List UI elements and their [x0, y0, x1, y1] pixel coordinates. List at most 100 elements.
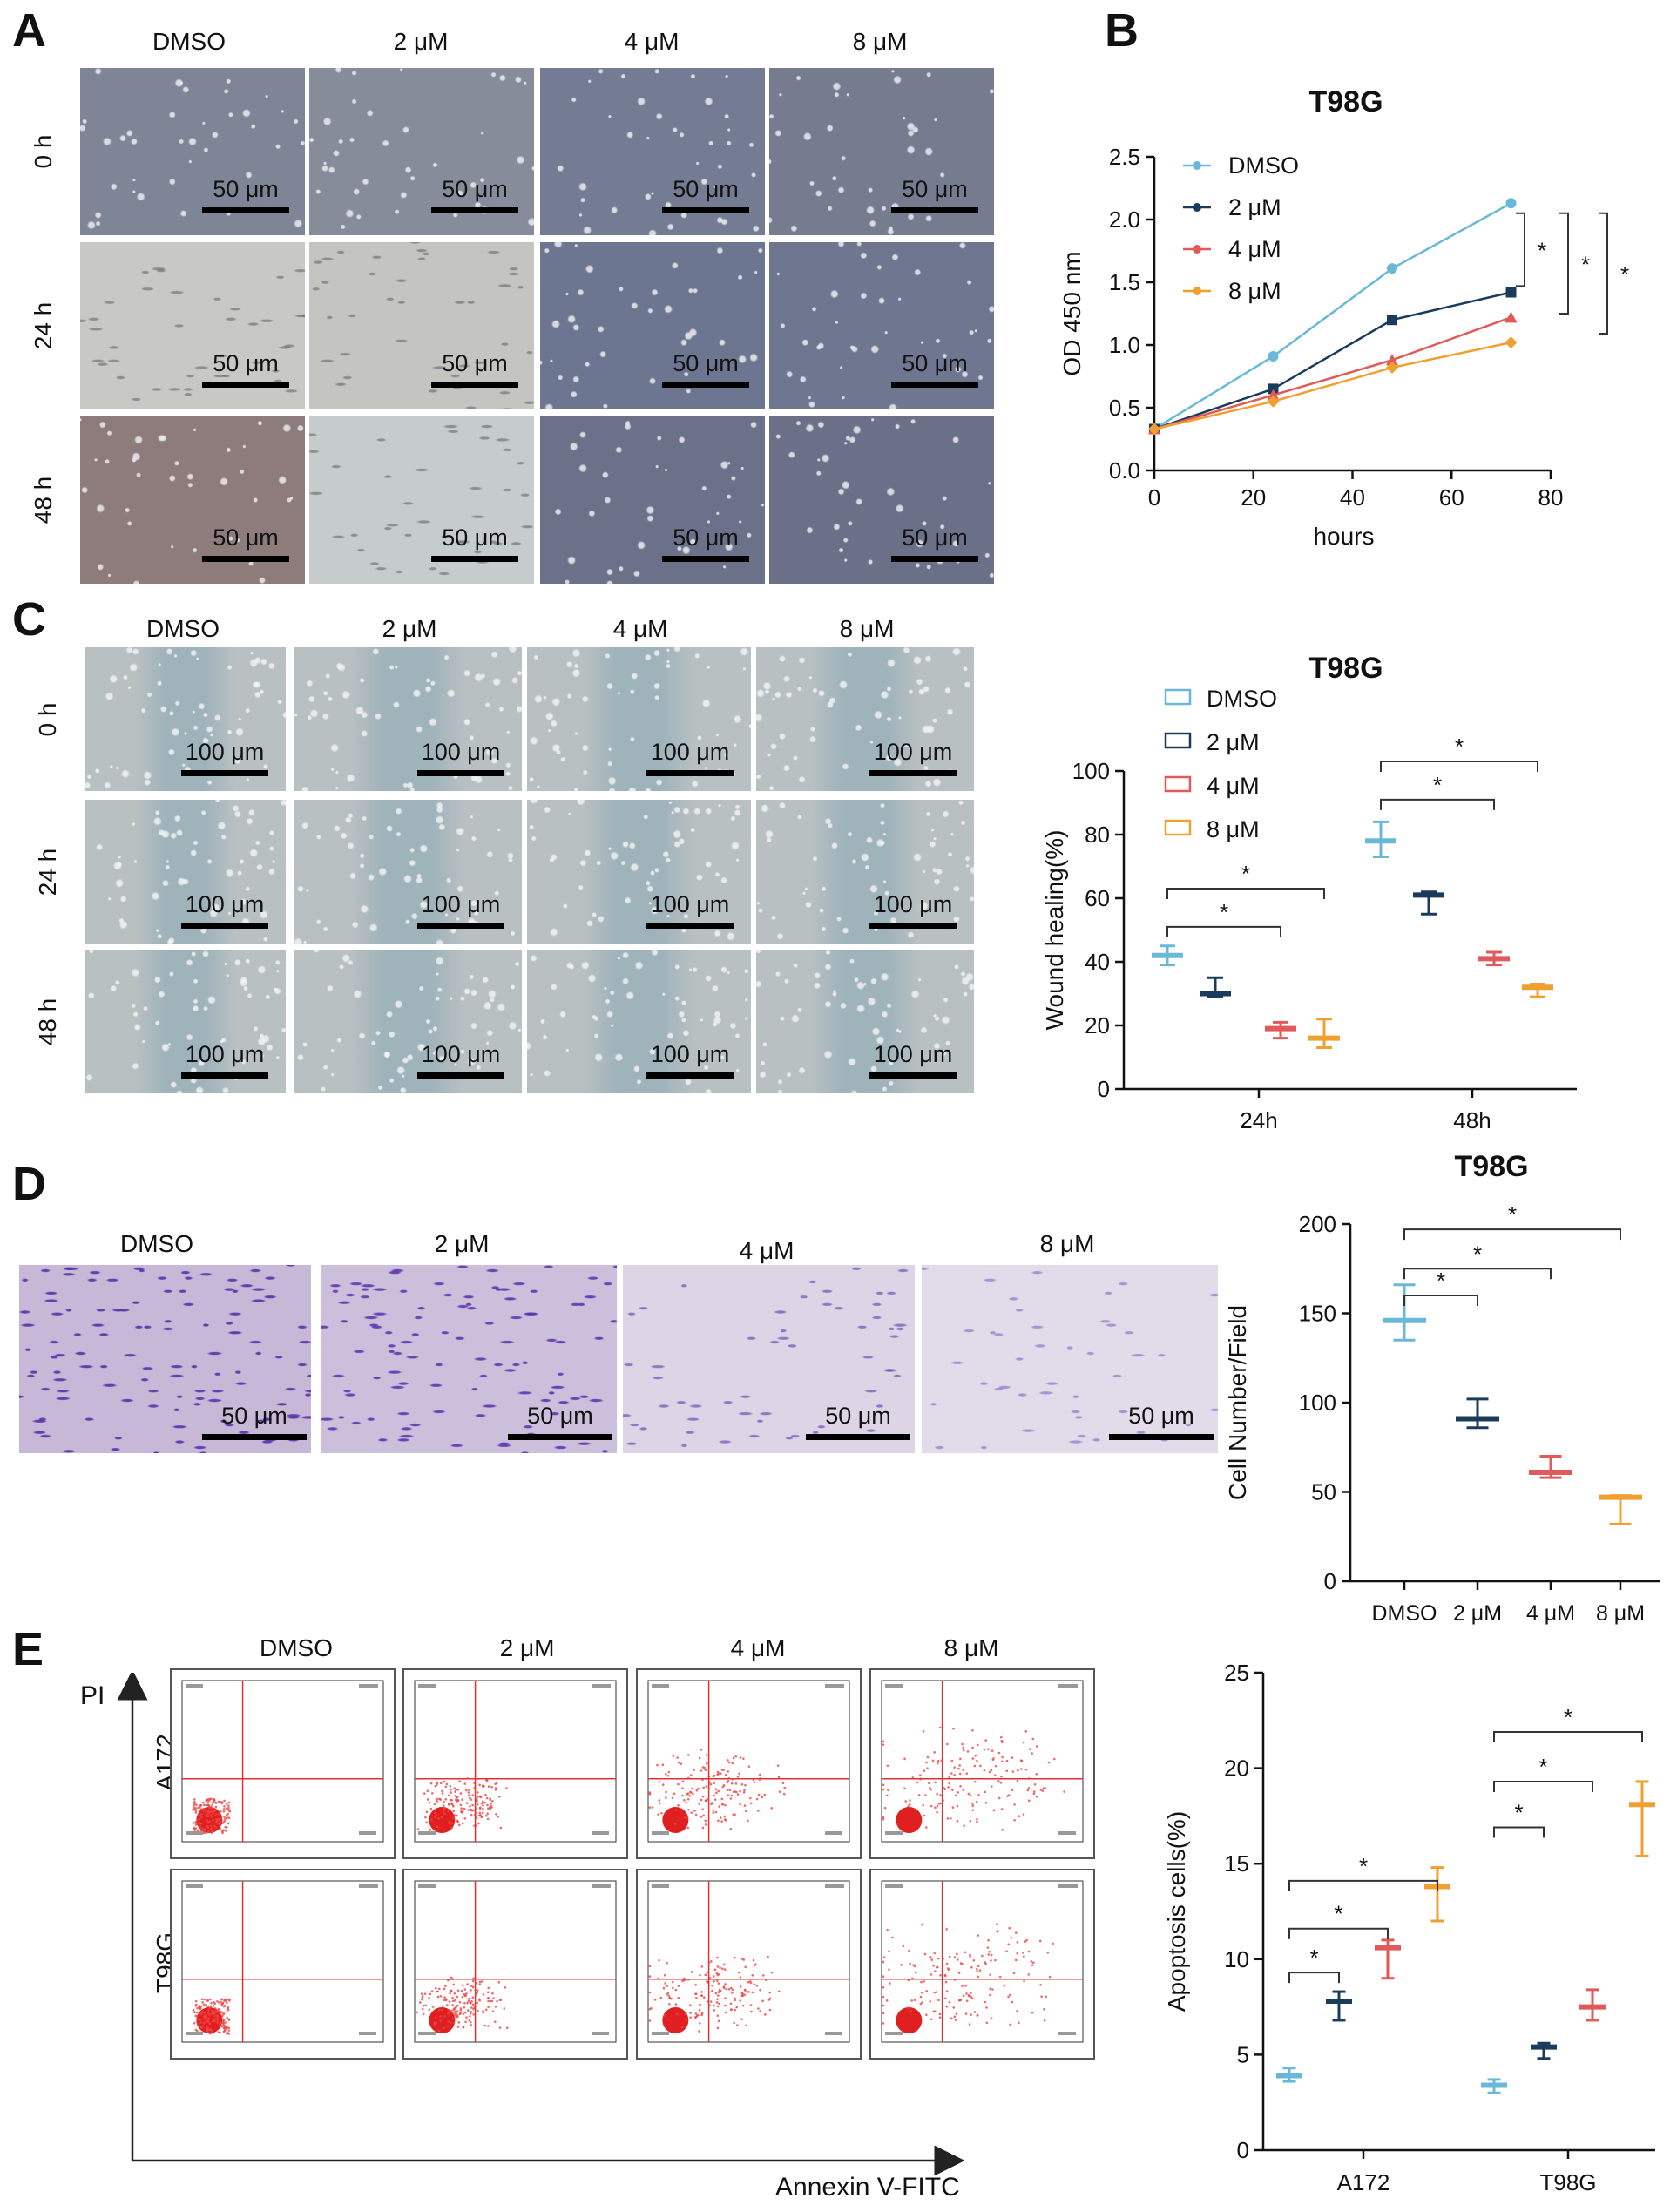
flow-dot — [685, 1801, 687, 1804]
flow-dot — [443, 1807, 445, 1810]
chart-e-x-tick-label-1: T98G — [1539, 2169, 1596, 2195]
flow-dot — [717, 1991, 720, 1994]
flow-dot — [437, 1817, 440, 1820]
flow-dot — [461, 1995, 464, 1999]
chart-c-sig-3-line — [1380, 761, 1538, 773]
chart-b-point — [1267, 395, 1280, 408]
flow-dot — [462, 2012, 465, 2016]
scale-bar-c-r1-c3 — [869, 923, 957, 929]
flow-dot — [667, 1994, 671, 1998]
flow-dot — [194, 1999, 198, 2003]
flow-dot — [440, 2008, 443, 2012]
flow-dot — [486, 1991, 490, 1994]
flow-dot — [1016, 1940, 1019, 1944]
flow-dot — [718, 1805, 720, 1808]
flow-dot — [1023, 1955, 1025, 1958]
flow-dot — [429, 1992, 432, 1996]
flow-dot — [421, 1998, 423, 2001]
flow-dot — [717, 1819, 720, 1823]
flow-dot — [194, 2014, 197, 2018]
flow-dot — [429, 1782, 433, 1785]
flow-dot — [983, 1769, 986, 1772]
flow-inner-frame — [647, 1680, 850, 1843]
flow-dot — [199, 1824, 201, 1828]
flow-dot — [455, 1796, 458, 1800]
flow-dot — [749, 1796, 752, 1800]
scale-bar-c-r1-c0 — [181, 923, 268, 929]
flow-dot — [919, 2002, 923, 2006]
flow-dot — [423, 1792, 426, 1795]
chart-c-sig-0-star: * — [1220, 899, 1228, 925]
flow-dot — [934, 1970, 937, 1972]
flow-dot — [430, 1818, 433, 1822]
flow-dot — [759, 1777, 761, 1780]
chart-d-y-tick-label: 200 — [1299, 1211, 1336, 1237]
flow-dot — [478, 1980, 482, 1984]
flow-dot — [219, 2031, 221, 2034]
flow-dot — [971, 1804, 975, 1808]
flow-dot — [663, 1973, 666, 1977]
flow-dot — [222, 2030, 226, 2033]
flow-dot — [199, 1826, 202, 1830]
flow-dot — [225, 1802, 228, 1805]
flow-dot — [961, 1985, 964, 1987]
chart-c-x-tick-label-1: 48h — [1453, 1107, 1491, 1133]
flow-dot — [456, 1788, 460, 1791]
flow-dot — [680, 1762, 683, 1766]
flow-dot — [717, 1772, 720, 1776]
flow-cluster-core — [896, 2007, 923, 2033]
e-flow-svg-r1-c1 — [414, 1880, 617, 2043]
flow-dot — [747, 1765, 751, 1768]
flow-dot — [195, 2003, 198, 2006]
flow-dot — [1016, 1779, 1019, 1782]
flow-q-label-ur — [1058, 1684, 1078, 1688]
flow-dot — [475, 1799, 478, 1803]
flow-dot — [192, 1808, 195, 1811]
flow-dot — [1039, 1983, 1042, 1986]
chart-c-legend-swatch-2 — [1164, 775, 1192, 793]
flow-dot — [1011, 1756, 1014, 1759]
flow-dot — [903, 1787, 906, 1790]
flow-dot — [451, 1978, 455, 1980]
flow-dot — [701, 1826, 705, 1830]
a-photo-r2-c1 — [309, 416, 534, 584]
flow-dot — [450, 2011, 453, 2014]
a-col-label-2: 4 μM — [624, 28, 680, 55]
flow-dot — [681, 1787, 684, 1789]
flow-dot — [213, 2007, 217, 2010]
flow-dot — [1026, 1789, 1030, 1792]
chart-b-point — [1505, 198, 1517, 209]
flow-dot — [911, 1977, 914, 1980]
flow-dot — [925, 1761, 928, 1764]
flow-dot — [987, 1938, 990, 1942]
chart-c-box-g1-s1 — [1413, 890, 1444, 916]
flow-dot — [207, 2008, 210, 2012]
flow-dot — [446, 2025, 450, 2028]
flow-dot — [477, 2009, 479, 2012]
chart-d-cell-number: 0 50 100 150 200 Cell Number/Field DMSO 2 μM 4 μ… — [1224, 1201, 1660, 1626]
flow-dot — [428, 2008, 431, 2011]
flow-dot — [974, 1780, 977, 1783]
flow-dot — [742, 1791, 746, 1794]
flow-dot — [925, 1989, 929, 1992]
flow-dot — [1025, 1938, 1028, 1942]
flow-dot — [734, 1956, 736, 1959]
flow-dot — [971, 1802, 974, 1805]
flow-dot — [456, 1814, 458, 1817]
flow-dot — [436, 1995, 440, 1999]
flow-dot — [494, 2020, 497, 2023]
flow-dot — [951, 1789, 954, 1791]
flow-dot — [673, 1823, 677, 1825]
flow-dot — [691, 1787, 693, 1790]
flow-dot — [706, 1762, 708, 1765]
flow-dot — [505, 1787, 508, 1789]
flow-dot — [497, 1981, 501, 1984]
panel-letter-a: A — [12, 4, 46, 57]
flow-dot — [723, 1815, 727, 1818]
chart-e-sig-4: * — [1493, 1754, 1593, 1792]
flow-dot — [962, 1769, 964, 1771]
flow-dot — [783, 1786, 787, 1789]
flow-dot — [220, 1830, 224, 1833]
flow-dot — [422, 2012, 425, 2016]
flow-dot — [695, 1789, 699, 1792]
